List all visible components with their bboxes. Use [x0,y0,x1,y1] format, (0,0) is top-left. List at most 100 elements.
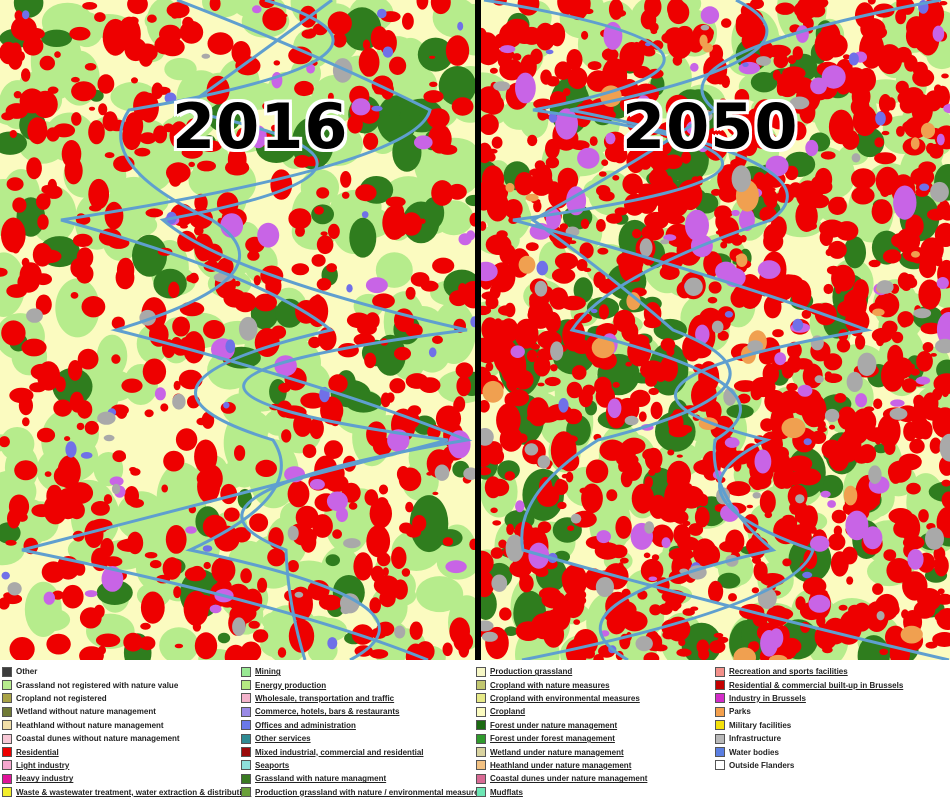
land-patch [104,152,115,159]
land-patch [348,502,358,510]
land-patch [687,204,695,211]
land-patch [760,278,776,296]
land-patch [666,190,689,217]
legend-item: Wholesale, transportation and traffic [241,692,483,705]
land-patch [225,339,236,354]
land-patch [252,629,269,643]
land-patch [867,0,876,5]
land-patch [719,98,727,104]
land-patch [630,51,638,57]
land-patch [314,206,324,215]
land-patch [62,584,84,609]
land-patch [121,378,143,393]
land-patch [768,187,776,192]
land-patch [596,530,611,544]
land-patch [498,539,507,549]
legend-item: Heavy industry [2,772,251,785]
land-patch [642,47,656,57]
land-patch [410,272,430,287]
legend-item: Cropland with nature measures [476,678,647,691]
land-patch [786,119,796,130]
land-patch [831,509,847,524]
land-patch [843,485,858,506]
land-patch [481,400,490,413]
land-patch [757,260,781,279]
land-patch [481,305,492,316]
land-patch [288,208,312,230]
land-patch [201,411,215,429]
land-patch [5,103,29,119]
land-patch [361,211,369,219]
land-patch [555,478,565,490]
land-patch [605,591,631,621]
land-patch [875,111,886,126]
land-patch [564,408,583,425]
land-patch [181,146,203,159]
legend-swatch [715,747,725,758]
land-patch [433,0,442,5]
land-patch [614,207,628,216]
land-patch [828,240,847,259]
land-patch [846,371,863,392]
land-patch [537,405,550,414]
land-patch [154,387,166,401]
land-patch [817,420,826,430]
land-patch [149,560,162,569]
land-patch [26,157,42,180]
legend-swatch [476,747,486,758]
land-patch [309,417,324,440]
land-patch [451,97,474,116]
land-patch [883,549,897,561]
land-patch [864,427,890,443]
land-patch [481,261,498,282]
land-patch [792,318,804,331]
land-patch [382,567,389,576]
land-patch [726,481,751,497]
land-patch [499,243,516,265]
land-patch [416,0,429,10]
land-patch [79,607,102,629]
land-patch [102,18,129,56]
legend-label: Cropland not registered [16,693,107,703]
land-patch [144,552,158,559]
land-patch [782,558,792,567]
land-patch [489,67,498,74]
land-patch [810,77,827,95]
land-patch [904,54,918,72]
land-patch [426,108,450,129]
land-patch [529,295,541,311]
land-patch [165,557,180,577]
land-patch [14,460,38,481]
land-patch [901,378,917,393]
land-patch [874,152,897,165]
land-patch [626,292,641,311]
land-patch [328,374,348,393]
land-patch [601,48,619,62]
land-patch [814,375,824,384]
land-patch [581,483,603,514]
legend-label: Infrastructure [729,734,782,744]
land-patch [557,0,578,15]
land-patch [160,403,169,412]
legend-swatch [241,760,251,771]
land-patch [925,641,938,649]
land-patch [389,378,406,394]
land-patch [943,103,950,114]
land-patch [649,494,668,519]
land-patch [666,347,675,357]
land-patch [97,411,116,425]
land-patch [11,16,37,41]
land-patch [391,203,405,222]
legend-swatch [715,680,725,691]
map-2050-canvas [481,0,950,660]
land-patch [676,454,683,458]
land-patch [31,118,47,132]
land-patch [676,648,692,657]
land-patch [461,281,475,309]
land-patch [760,630,779,657]
land-patch [199,140,222,153]
land-patch [879,648,889,655]
land-patch [644,0,662,19]
land-patch [46,633,71,655]
legend-item: Cropland [476,705,647,718]
